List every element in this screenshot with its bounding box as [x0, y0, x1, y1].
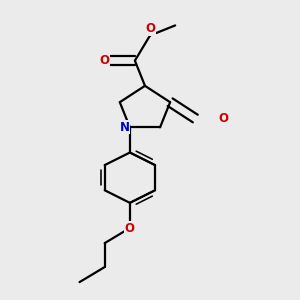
- Text: O: O: [218, 112, 228, 125]
- Text: N: N: [120, 121, 130, 134]
- Text: O: O: [125, 221, 135, 235]
- Text: O: O: [100, 54, 110, 67]
- Text: O: O: [145, 22, 155, 35]
